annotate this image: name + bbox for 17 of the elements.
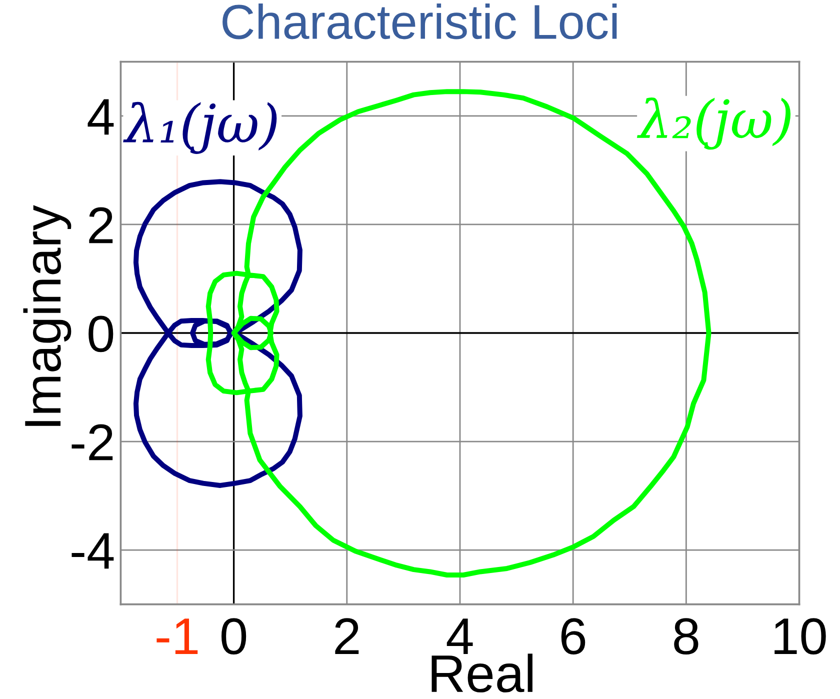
x-tick-label: 6: [561, 618, 586, 655]
y-tick-label: -4: [72, 533, 114, 569]
y-tick-label: 2: [89, 207, 113, 244]
x-tick-label: 8: [674, 618, 698, 655]
x-tick-label: 10: [774, 618, 826, 655]
y-axis-title: Imaginary: [23, 205, 72, 426]
x-tick-label: 2: [335, 618, 359, 654]
ref-line-label: -1: [156, 618, 198, 654]
x-axis-title: Real: [432, 654, 532, 692]
x-tick-label: 4: [446, 618, 473, 654]
series-label: λ₂(jω): [636, 98, 791, 150]
y-tick-label: 0: [88, 316, 114, 352]
chart-title: Characteristic Loci: [222, 3, 617, 40]
y-tick-label: -2: [72, 424, 113, 460]
series-label: λ₁(jω): [123, 102, 277, 154]
y-tick-label: 4: [88, 99, 114, 135]
x-tick-label: 0: [222, 618, 246, 655]
